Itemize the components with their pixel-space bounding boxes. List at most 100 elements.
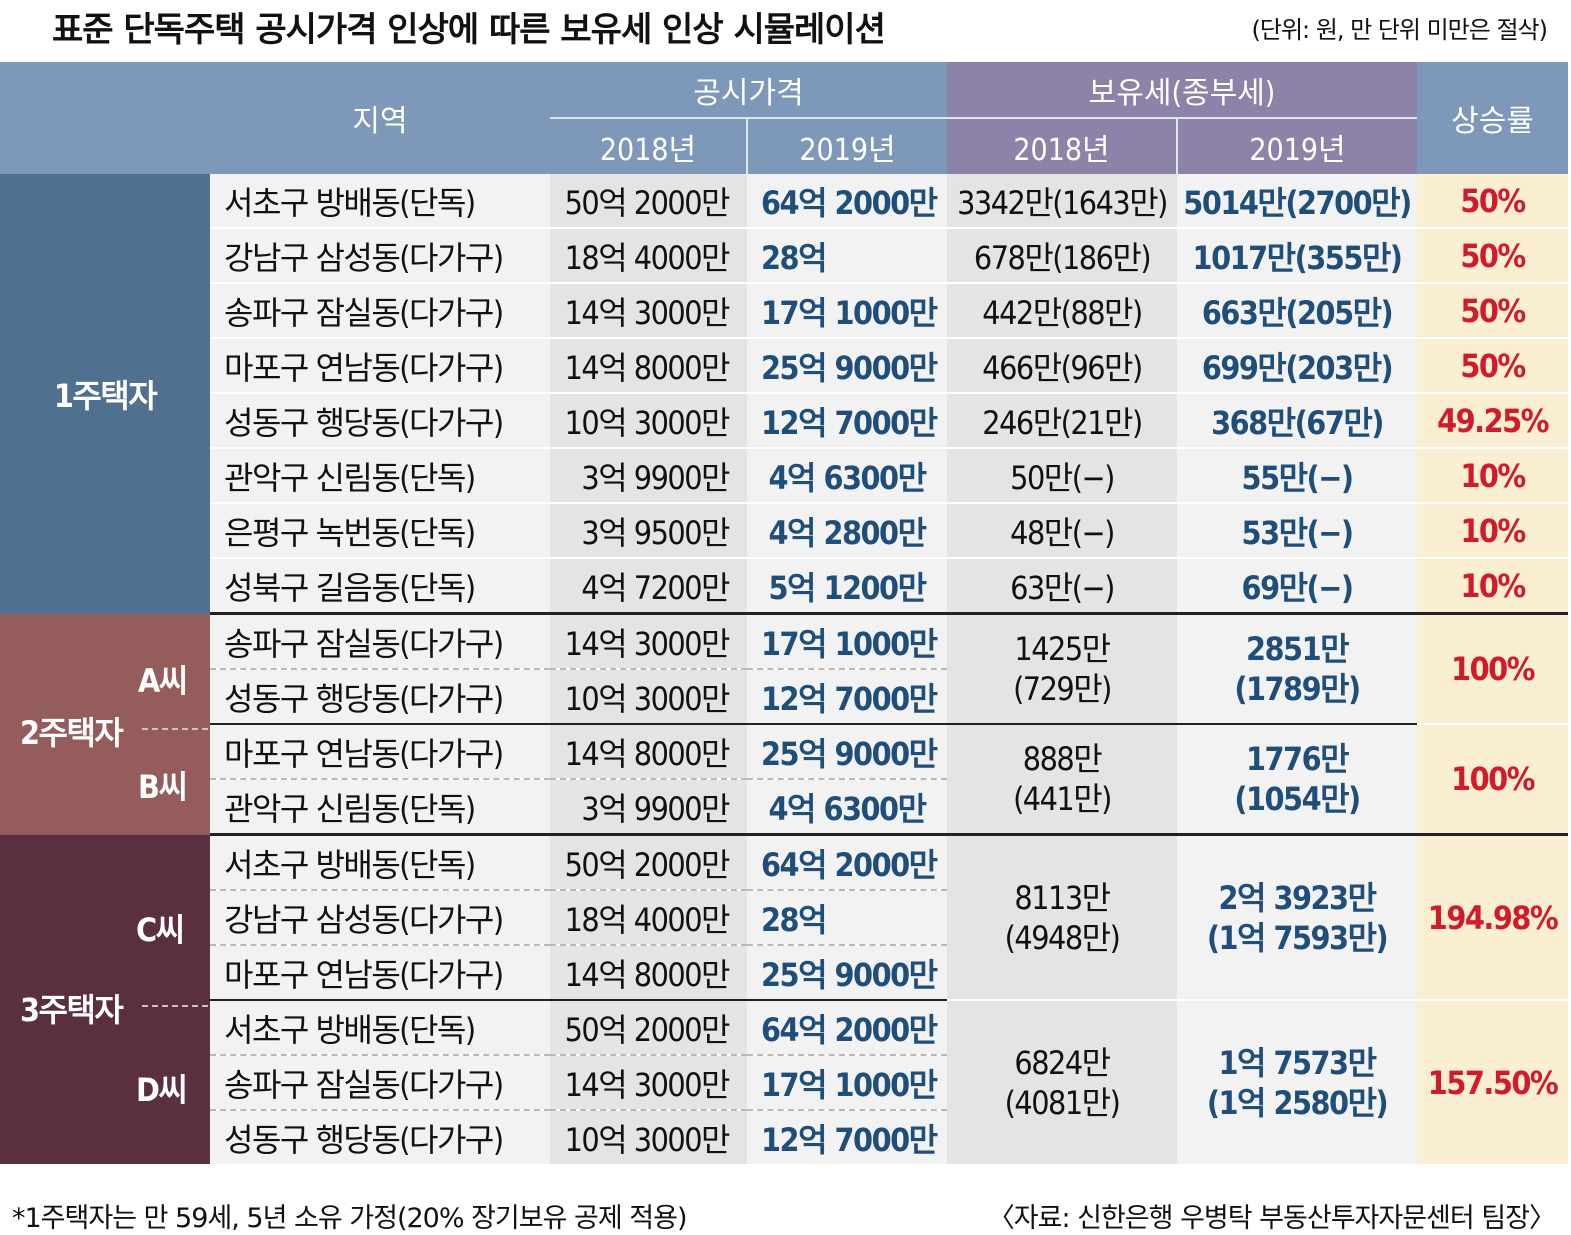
tax-2018-line2: (729만)	[1013, 670, 1112, 708]
tax-2019-cell: 2억 3923만 (1억 7593만)	[1177, 834, 1418, 1001]
tax-2019-line1: 2억 3923만	[1218, 878, 1377, 917]
rate-cell: 10%	[1417, 448, 1569, 504]
group-cell-2house: A씨 2주택자 B씨	[0, 613, 210, 835]
tax-2019-cell: 2851만 (1789만)	[1177, 613, 1418, 725]
price-2018-cell: 14억 8000만	[550, 724, 747, 780]
group-divider	[142, 727, 208, 730]
price-2018-cell: 50억 2000만	[550, 834, 747, 891]
region-cell: 성동구 행당동(다가구)	[210, 393, 550, 449]
table-row: 관악구 신림동(단독) 3억 9900만 4억 6300만 50만(−) 55만…	[0, 448, 1569, 504]
table-row: 은평구 녹번동(단독) 3억 9500만 4억 2800만 48만(−) 53만…	[0, 503, 1569, 559]
header-region: 지역	[210, 62, 550, 174]
region-cell: 성동구 행당동(다가구)	[210, 1110, 550, 1164]
tax-2018-cell: 1425만 (729만)	[947, 613, 1177, 725]
rate-cell: 10%	[1417, 558, 1569, 615]
rate-cell: 50%	[1417, 338, 1569, 394]
table-row: A씨 2주택자 B씨 송파구 잠실동(다가구) 14억 3000만 17억 10…	[0, 613, 1569, 835]
table-row: 성북구 길음동(단독) 4억 7200만 5억 1200만 63만(−) 69만…	[0, 558, 1569, 615]
price-2018-cell: 14억 8000만	[550, 338, 747, 394]
header-price-2018: 2018년	[550, 118, 748, 174]
region-cell: 송파구 잠실동(다가구)	[210, 283, 550, 339]
tax-simulation-table: 지역 공시가격 보유세(종부세) 상승률 2018년 2019년 2018년 2…	[0, 62, 1569, 1164]
rate-cell: 50%	[1417, 174, 1569, 229]
price-2019-cell: 12억 7000만	[747, 1110, 947, 1164]
region-cell: 마포구 연남동(다가구)	[210, 338, 550, 394]
tax-2018-line1: 6824만	[1014, 1043, 1111, 1082]
table-row: 송파구 잠실동(다가구) 14억 3000만 17억 1000만	[0, 1055, 1568, 1111]
price-2019-cell: 5억 1200만	[747, 558, 947, 615]
price-2019-cell: 4억 2800만	[747, 503, 947, 559]
table-row: 강남구 삼성동(다가구) 18억 4000만 28억	[0, 890, 1568, 946]
tax-2019-cell: 53만(−)	[1177, 503, 1418, 559]
price-2019-cell: 17억 1000만	[747, 283, 947, 339]
tax-2019-line1: 1억 7573만	[1218, 1043, 1377, 1082]
price-2019-cell: 28억	[747, 890, 947, 946]
tax-2018-cell: 888만 (441만)	[947, 724, 1177, 836]
price-2019-cell: 64억 2000만	[747, 834, 947, 891]
rate-cell: 194.98%	[1417, 834, 1569, 1001]
region-cell: 서초구 방배동(단독)	[210, 1000, 550, 1056]
region-cell: 강남구 삼성동(다가구)	[210, 890, 550, 946]
region-cell: 은평구 녹번동(단독)	[210, 503, 550, 559]
region-cell: 마포구 연남동(다가구)	[210, 724, 550, 780]
region-cell: 송파구 잠실동(다가구)	[210, 613, 550, 670]
owner-label-b: B씨	[138, 767, 188, 806]
price-2018-cell: 50억 2000만	[550, 1000, 747, 1056]
tax-2018-cell: 63만(−)	[947, 558, 1177, 615]
tax-2018-line1: 1425만	[1014, 630, 1111, 668]
tax-2018-cell: 678만(186만)	[947, 228, 1177, 284]
tax-2018-cell: 6824만 (4081만)	[947, 1000, 1177, 1164]
price-2019-cell: 64억 2000만	[747, 174, 947, 229]
tax-2019-cell: 69만(−)	[1177, 558, 1418, 615]
header-corner	[0, 62, 210, 174]
region-cell: 마포구 연남동(다가구)	[210, 945, 550, 1001]
price-2019-cell: 25억 9000만	[747, 338, 947, 394]
owner-label-c: C씨	[136, 910, 185, 949]
tax-2019-line1: 2851만	[1245, 630, 1350, 668]
price-2018-cell: 14억 3000만	[550, 283, 747, 339]
price-2018-cell: 18억 4000만	[550, 228, 747, 284]
tax-2019-line2: (1054만)	[1234, 780, 1361, 818]
tax-2019-cell: 368만(67만)	[1177, 393, 1418, 449]
header-price: 공시가격	[550, 62, 947, 119]
price-2019-cell: 25억 9000만	[747, 724, 947, 780]
price-2018-cell: 3억 9900만	[550, 448, 747, 504]
price-2018-cell: 10억 3000만	[550, 1110, 747, 1164]
region-cell: 성동구 행당동(다가구)	[210, 669, 550, 725]
price-2018-cell: 10억 3000만	[550, 669, 747, 725]
price-2018-cell: 10억 3000만	[550, 393, 747, 449]
page-title: 표준 단독주택 공시가격 인상에 따른 보유세 인상 시뮬레이션	[52, 10, 886, 50]
tax-2019-cell: 663만(205만)	[1177, 283, 1418, 339]
price-2018-cell: 50억 2000만	[550, 174, 747, 229]
table-row: 마포구 연남동(다가구) 14억 8000만 25억 9000만	[0, 945, 1568, 1001]
group-divider	[142, 1004, 208, 1007]
tax-2018-cell: 48만(−)	[947, 503, 1177, 559]
price-2019-cell: 17억 1000만	[747, 613, 947, 670]
group-cell-3house: C씨 3주택자 D씨	[0, 834, 210, 1164]
tax-2019-cell: 5014만(2700만)	[1177, 174, 1418, 229]
rate-cell: 157.50%	[1417, 1000, 1569, 1164]
table-row: 성동구 행당동(다가구) 10억 3000만 12억 7000만	[0, 1110, 1568, 1164]
tax-2019-line2: (1억 2580만)	[1206, 1083, 1389, 1122]
tax-2018-cell: 3342만(1643만)	[947, 174, 1177, 229]
unit-note: (단위: 원, 만 단위 미만은 절삭)	[1251, 16, 1548, 44]
price-2019-cell: 12억 7000만	[747, 393, 947, 449]
price-2018-cell: 3억 9500만	[550, 503, 747, 559]
group-label-1house: 1주택자	[0, 174, 210, 614]
price-2018-cell: 14억 3000만	[550, 1055, 747, 1111]
header-rate: 상승률	[1417, 62, 1569, 174]
table-body: 1주택자 서초구 방배동(단독) 50억 2000만 64억 2000만 334…	[0, 174, 1569, 1164]
region-cell: 서초구 방배동(단독)	[210, 174, 550, 229]
tax-2019-cell: 1776만 (1054만)	[1177, 724, 1418, 836]
region-cell: 송파구 잠실동(다가구)	[210, 1055, 550, 1111]
region-cell: 강남구 삼성동(다가구)	[210, 228, 550, 284]
tax-2019-cell: 1017만(355만)	[1177, 228, 1418, 284]
header-price-2019: 2019년	[747, 118, 947, 174]
rate-cell: 50%	[1417, 283, 1569, 339]
table-row: 서초구 방배동(단독) 50억 2000만 64억 2000만 6824만 (40…	[0, 1000, 1569, 1164]
tax-2018-line1: 8113만	[1014, 878, 1111, 917]
owner-label-d: D씨	[136, 1070, 188, 1109]
rate-cell: 50%	[1417, 228, 1569, 284]
tax-2019-cell: 55만(−)	[1177, 448, 1418, 504]
rate-cell: 10%	[1417, 503, 1569, 559]
